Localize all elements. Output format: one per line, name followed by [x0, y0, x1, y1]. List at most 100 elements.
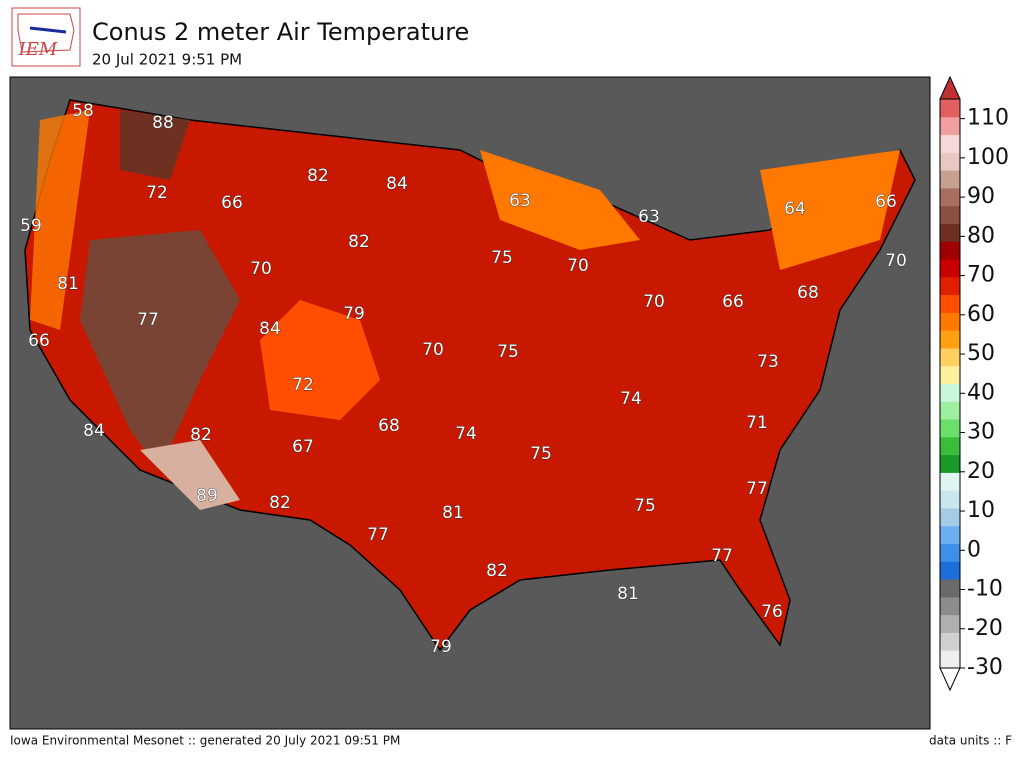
temperature-label: 68	[378, 416, 400, 436]
colorbar-band	[940, 507, 960, 527]
colorbar-tick-label: 30	[967, 420, 995, 445]
colorbar-band	[940, 152, 960, 171]
temperature-label: 63	[638, 207, 660, 227]
conus	[24, 99, 916, 652]
temperature-label: 76	[761, 602, 783, 622]
temperature-label: 84	[259, 319, 281, 339]
temperature-label: 82	[348, 232, 370, 252]
temperature-label: 88	[152, 113, 174, 133]
colorbar-tick-label: 10	[967, 498, 995, 523]
temperature-label: 63	[509, 191, 531, 211]
colorbar-band	[940, 525, 960, 545]
temperature-label: 74	[455, 424, 477, 444]
colorbar-band	[940, 596, 960, 616]
temperature-label: 81	[57, 274, 79, 294]
temperature-label: 82	[269, 493, 291, 513]
logo: IEM	[11, 7, 81, 67]
colorbar-band	[940, 454, 960, 473]
colorbar-band	[940, 561, 960, 580]
temperature-label: 59	[20, 216, 42, 236]
colorbar-band	[940, 134, 960, 153]
footer-left: Iowa Environmental Mesonet :: generated …	[10, 734, 400, 748]
hot-region	[80, 230, 240, 470]
footer-right: data units :: F	[929, 734, 1012, 748]
temperature-label: 70	[422, 340, 444, 360]
colorbar-tick-label: -10	[967, 577, 1003, 602]
colorbar-band	[940, 312, 960, 331]
colorbar-band	[940, 187, 960, 207]
colorbar-band	[940, 579, 960, 598]
colorbar-arrow	[939, 75, 961, 100]
temperature-label: 81	[617, 584, 639, 604]
colorbar-frame	[939, 98, 961, 669]
temperature-label: 79	[343, 304, 365, 324]
colorbar-band	[940, 205, 960, 224]
temperature-label: 66	[875, 192, 897, 212]
colorbar-band	[940, 347, 960, 367]
colorbar-tick-label: 40	[967, 380, 995, 405]
temperature-label: 75	[634, 496, 656, 516]
cool-region	[480, 150, 640, 250]
colorbar-band	[940, 241, 960, 260]
temperature-label: 73	[757, 352, 779, 372]
colorbar-band	[940, 401, 960, 420]
temperature-label: 71	[746, 413, 768, 433]
cool-region	[760, 150, 900, 270]
colorbar-band	[940, 259, 960, 278]
colorbar-band	[940, 543, 960, 562]
colorbar-band	[940, 419, 960, 438]
temperature-label: 84	[83, 421, 105, 441]
temperature-label: 72	[146, 183, 168, 203]
temperature-label: 64	[784, 199, 806, 219]
colorbar-tick-label: 90	[967, 184, 995, 209]
colorbar-tick-label: 60	[967, 302, 995, 327]
temperature-label: 79	[430, 637, 452, 657]
temperature-label: 70	[567, 256, 589, 276]
colorbar-band	[940, 330, 960, 349]
temperature-label: 82	[486, 561, 508, 581]
temperature-label: 89	[196, 486, 218, 506]
temperature-label: 75	[530, 444, 552, 464]
colorbar-tick-label: 100	[967, 145, 1009, 170]
temperature-label: 81	[442, 503, 464, 523]
subtitle: 20 Jul 2021 9:51 PM	[92, 51, 242, 69]
temperature-label: 84	[386, 174, 408, 194]
title: Conus 2 meter Air Temperature	[92, 18, 469, 46]
colorbar-band	[940, 383, 960, 402]
colorbar-band	[940, 294, 960, 313]
temperature-label: 66	[28, 331, 50, 351]
colorbar-band	[940, 490, 960, 509]
colorbar-band	[940, 472, 960, 491]
colorbar-tick-label: 110	[967, 106, 1009, 131]
hot-region	[120, 110, 190, 180]
colorbar-band	[940, 650, 960, 669]
temperature-label: 77	[137, 310, 159, 330]
logo-text: IEM	[18, 39, 58, 60]
colorbar-tick-label: 80	[967, 223, 995, 248]
temperature-label: 58	[72, 101, 94, 121]
colorbar-band	[940, 632, 960, 651]
temperature-label: 82	[307, 166, 329, 186]
temperature-label: 77	[711, 546, 733, 566]
temperature-label: 67	[292, 437, 314, 457]
colorbar-tick-label: 70	[967, 263, 995, 288]
temperature-label: 68	[797, 283, 819, 303]
temperature-label: 70	[250, 259, 272, 279]
temperature-label: 70	[643, 292, 665, 312]
warm-region	[260, 300, 380, 420]
hot-region	[140, 440, 240, 510]
temperature-label: 77	[367, 525, 389, 545]
colorbar-arrow	[939, 667, 961, 692]
temperature-label: 66	[221, 193, 243, 213]
temperature-label: 75	[491, 248, 513, 268]
colorbar-tick-label: -20	[967, 616, 1003, 641]
temperature-label: 70	[885, 251, 907, 271]
colorbar-tick-label: 0	[967, 537, 981, 562]
temperature-label: 75	[497, 342, 519, 362]
colorbar-band	[940, 614, 960, 633]
temperature-label: 72	[292, 375, 314, 395]
temperature-label: 82	[190, 425, 212, 445]
colorbar-band	[940, 223, 960, 242]
colorbar-band	[940, 276, 960, 296]
